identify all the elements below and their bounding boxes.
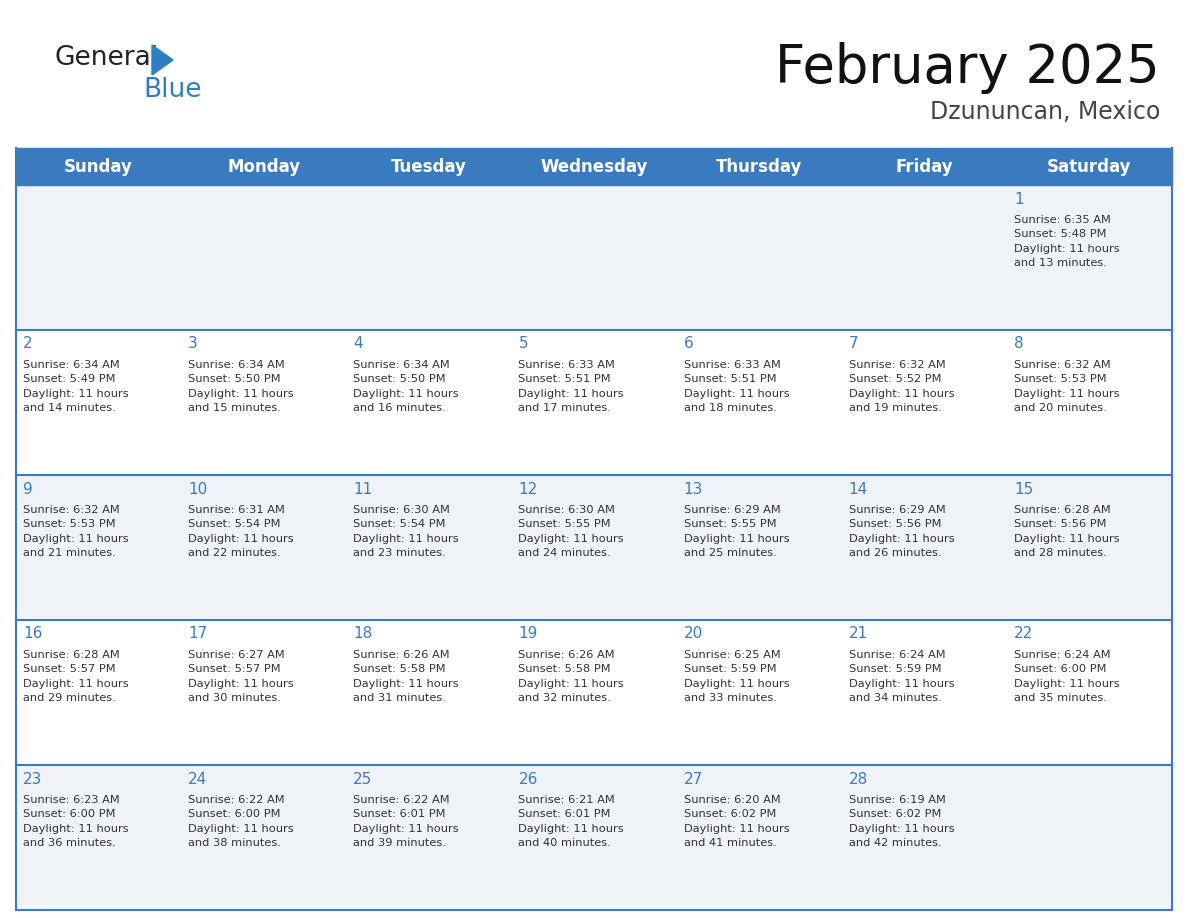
Text: Blue: Blue	[143, 77, 202, 103]
Text: 12: 12	[518, 482, 538, 497]
Text: Sunrise: 6:32 AM
Sunset: 5:53 PM
Daylight: 11 hours
and 21 minutes.: Sunrise: 6:32 AM Sunset: 5:53 PM Dayligh…	[23, 505, 128, 558]
Text: 2: 2	[23, 337, 32, 352]
Text: Sunrise: 6:20 AM
Sunset: 6:02 PM
Daylight: 11 hours
and 41 minutes.: Sunrise: 6:20 AM Sunset: 6:02 PM Dayligh…	[683, 795, 789, 848]
Text: Sunrise: 6:28 AM
Sunset: 5:56 PM
Daylight: 11 hours
and 28 minutes.: Sunrise: 6:28 AM Sunset: 5:56 PM Dayligh…	[1013, 505, 1119, 558]
Text: Sunrise: 6:29 AM
Sunset: 5:56 PM
Daylight: 11 hours
and 26 minutes.: Sunrise: 6:29 AM Sunset: 5:56 PM Dayligh…	[848, 505, 954, 558]
Text: 10: 10	[188, 482, 208, 497]
Text: Sunrise: 6:23 AM
Sunset: 6:00 PM
Daylight: 11 hours
and 36 minutes.: Sunrise: 6:23 AM Sunset: 6:00 PM Dayligh…	[23, 795, 128, 848]
Text: Saturday: Saturday	[1047, 158, 1132, 175]
Text: 20: 20	[683, 626, 703, 642]
Bar	[15, 475, 1173, 620]
Text: Tuesday: Tuesday	[391, 158, 467, 175]
Bar	[15, 765, 1173, 910]
Text: 4: 4	[353, 337, 362, 352]
Text: Sunday: Sunday	[64, 158, 133, 175]
Text: Sunrise: 6:22 AM
Sunset: 6:01 PM
Daylight: 11 hours
and 39 minutes.: Sunrise: 6:22 AM Sunset: 6:01 PM Dayligh…	[353, 795, 459, 848]
Text: 15: 15	[1013, 482, 1034, 497]
Text: Sunrise: 6:25 AM
Sunset: 5:59 PM
Daylight: 11 hours
and 33 minutes.: Sunrise: 6:25 AM Sunset: 5:59 PM Dayligh…	[683, 650, 789, 703]
Text: 18: 18	[353, 626, 373, 642]
Bar	[15, 330, 1173, 475]
Text: Sunrise: 6:19 AM
Sunset: 6:02 PM
Daylight: 11 hours
and 42 minutes.: Sunrise: 6:19 AM Sunset: 6:02 PM Dayligh…	[848, 795, 954, 848]
Text: 3: 3	[188, 337, 198, 352]
Text: Thursday: Thursday	[716, 158, 802, 175]
Text: Sunrise: 6:34 AM
Sunset: 5:49 PM
Daylight: 11 hours
and 14 minutes.: Sunrise: 6:34 AM Sunset: 5:49 PM Dayligh…	[23, 360, 128, 413]
Text: Sunrise: 6:31 AM
Sunset: 5:54 PM
Daylight: 11 hours
and 22 minutes.: Sunrise: 6:31 AM Sunset: 5:54 PM Dayligh…	[188, 505, 293, 558]
Text: February 2025: February 2025	[776, 42, 1159, 94]
Text: Sunrise: 6:34 AM
Sunset: 5:50 PM
Daylight: 11 hours
and 16 minutes.: Sunrise: 6:34 AM Sunset: 5:50 PM Dayligh…	[353, 360, 459, 413]
Text: 16: 16	[23, 626, 43, 642]
Text: 6: 6	[683, 337, 694, 352]
Text: Sunrise: 6:32 AM
Sunset: 5:53 PM
Daylight: 11 hours
and 20 minutes.: Sunrise: 6:32 AM Sunset: 5:53 PM Dayligh…	[1013, 360, 1119, 413]
Text: 17: 17	[188, 626, 208, 642]
Text: Sunrise: 6:26 AM
Sunset: 5:58 PM
Daylight: 11 hours
and 31 minutes.: Sunrise: 6:26 AM Sunset: 5:58 PM Dayligh…	[353, 650, 459, 703]
Text: Sunrise: 6:33 AM
Sunset: 5:51 PM
Daylight: 11 hours
and 17 minutes.: Sunrise: 6:33 AM Sunset: 5:51 PM Dayligh…	[518, 360, 624, 413]
Text: 8: 8	[1013, 337, 1024, 352]
Text: 5: 5	[518, 337, 527, 352]
Text: 1: 1	[1013, 192, 1024, 207]
Text: Friday: Friday	[896, 158, 953, 175]
Text: 13: 13	[683, 482, 703, 497]
Text: 11: 11	[353, 482, 373, 497]
Bar	[15, 620, 1173, 765]
Text: Sunrise: 6:30 AM
Sunset: 5:55 PM
Daylight: 11 hours
and 24 minutes.: Sunrise: 6:30 AM Sunset: 5:55 PM Dayligh…	[518, 505, 624, 558]
Text: Dzununcan, Mexico: Dzununcan, Mexico	[930, 100, 1159, 124]
Bar	[15, 185, 1173, 330]
Text: Sunrise: 6:30 AM
Sunset: 5:54 PM
Daylight: 11 hours
and 23 minutes.: Sunrise: 6:30 AM Sunset: 5:54 PM Dayligh…	[353, 505, 459, 558]
Text: Sunrise: 6:27 AM
Sunset: 5:57 PM
Daylight: 11 hours
and 30 minutes.: Sunrise: 6:27 AM Sunset: 5:57 PM Dayligh…	[188, 650, 293, 703]
Text: 7: 7	[848, 337, 859, 352]
Text: 22: 22	[1013, 626, 1034, 642]
Text: 14: 14	[848, 482, 868, 497]
Text: General: General	[55, 45, 159, 71]
Text: Sunrise: 6:24 AM
Sunset: 5:59 PM
Daylight: 11 hours
and 34 minutes.: Sunrise: 6:24 AM Sunset: 5:59 PM Dayligh…	[848, 650, 954, 703]
Text: 24: 24	[188, 771, 208, 787]
Text: Sunrise: 6:22 AM
Sunset: 6:00 PM
Daylight: 11 hours
and 38 minutes.: Sunrise: 6:22 AM Sunset: 6:00 PM Dayligh…	[188, 795, 293, 848]
Text: 25: 25	[353, 771, 373, 787]
Text: Monday: Monday	[227, 158, 301, 175]
Text: Sunrise: 6:26 AM
Sunset: 5:58 PM
Daylight: 11 hours
and 32 minutes.: Sunrise: 6:26 AM Sunset: 5:58 PM Dayligh…	[518, 650, 624, 703]
Text: 21: 21	[848, 626, 868, 642]
Text: 26: 26	[518, 771, 538, 787]
Text: 19: 19	[518, 626, 538, 642]
Text: 9: 9	[23, 482, 33, 497]
Bar	[15, 148, 1173, 185]
Text: Sunrise: 6:34 AM
Sunset: 5:50 PM
Daylight: 11 hours
and 15 minutes.: Sunrise: 6:34 AM Sunset: 5:50 PM Dayligh…	[188, 360, 293, 413]
Text: Sunrise: 6:28 AM
Sunset: 5:57 PM
Daylight: 11 hours
and 29 minutes.: Sunrise: 6:28 AM Sunset: 5:57 PM Dayligh…	[23, 650, 128, 703]
Text: Wednesday: Wednesday	[541, 158, 647, 175]
Text: Sunrise: 6:24 AM
Sunset: 6:00 PM
Daylight: 11 hours
and 35 minutes.: Sunrise: 6:24 AM Sunset: 6:00 PM Dayligh…	[1013, 650, 1119, 703]
Text: Sunrise: 6:33 AM
Sunset: 5:51 PM
Daylight: 11 hours
and 18 minutes.: Sunrise: 6:33 AM Sunset: 5:51 PM Dayligh…	[683, 360, 789, 413]
Text: Sunrise: 6:35 AM
Sunset: 5:48 PM
Daylight: 11 hours
and 13 minutes.: Sunrise: 6:35 AM Sunset: 5:48 PM Dayligh…	[1013, 215, 1119, 268]
Polygon shape	[152, 45, 173, 75]
Text: Sunrise: 6:21 AM
Sunset: 6:01 PM
Daylight: 11 hours
and 40 minutes.: Sunrise: 6:21 AM Sunset: 6:01 PM Dayligh…	[518, 795, 624, 848]
Text: 28: 28	[848, 771, 868, 787]
Text: 27: 27	[683, 771, 703, 787]
Text: 23: 23	[23, 771, 43, 787]
Text: Sunrise: 6:32 AM
Sunset: 5:52 PM
Daylight: 11 hours
and 19 minutes.: Sunrise: 6:32 AM Sunset: 5:52 PM Dayligh…	[848, 360, 954, 413]
Text: Sunrise: 6:29 AM
Sunset: 5:55 PM
Daylight: 11 hours
and 25 minutes.: Sunrise: 6:29 AM Sunset: 5:55 PM Dayligh…	[683, 505, 789, 558]
